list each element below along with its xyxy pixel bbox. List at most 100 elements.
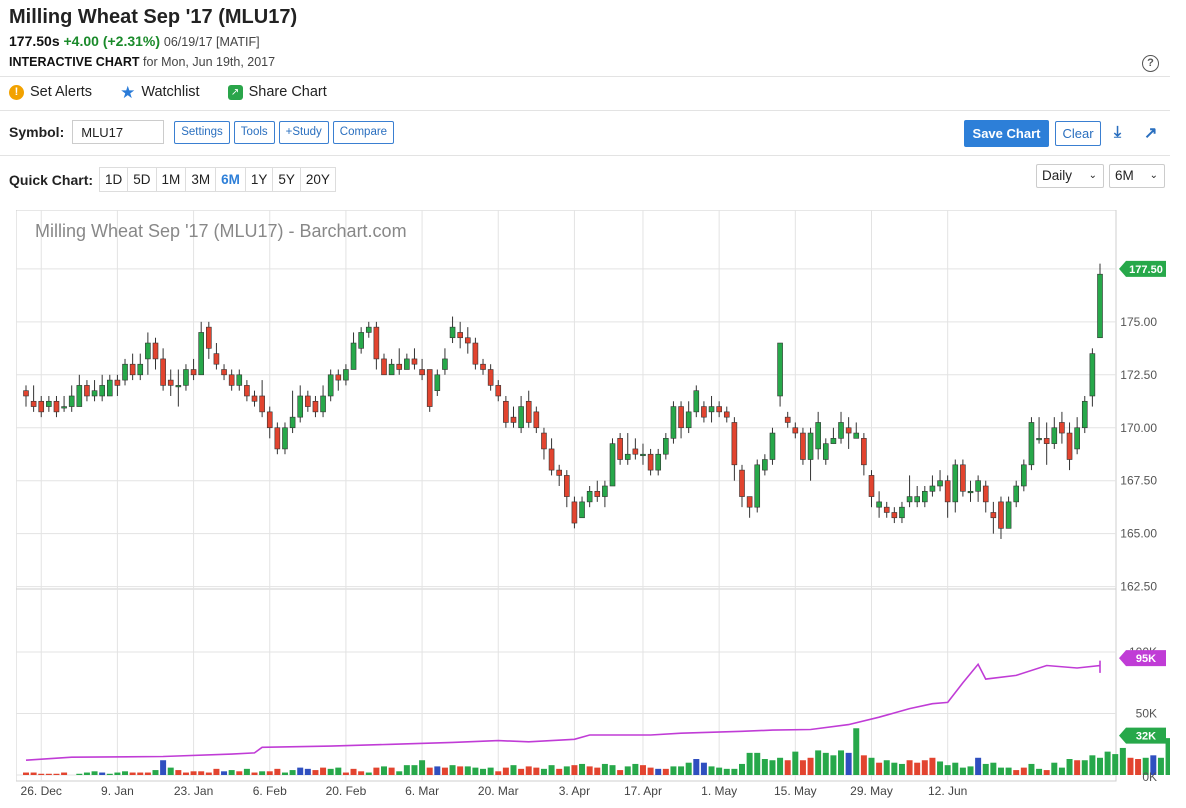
candle-up <box>343 369 349 381</box>
share-icon: ↗ <box>227 84 243 100</box>
volume-bar <box>1089 755 1096 775</box>
watchlist-button[interactable]: ★ Watchlist <box>120 84 200 101</box>
tools-button[interactable]: Tools <box>233 120 275 144</box>
volume-bar <box>1119 747 1126 775</box>
last-price: 177.50s <box>9 33 60 49</box>
chart-area[interactable]: 175.00172.50170.00167.50165.00162.50100K… <box>15 209 1186 806</box>
volume-bar <box>716 767 723 775</box>
candle-up <box>853 432 860 439</box>
volume-bar <box>952 762 959 775</box>
candle-down <box>731 422 738 466</box>
volume-bar <box>914 762 921 775</box>
range-button-5y[interactable]: 5Y <box>273 168 301 191</box>
time-tick-label: 23. Jan <box>174 784 213 798</box>
candle-down <box>533 411 540 429</box>
period-select[interactable]: Daily ⌄ <box>1036 164 1104 188</box>
candle-up <box>91 390 98 397</box>
candle-down <box>167 379 174 386</box>
volume-bar <box>929 757 936 775</box>
candle-down <box>868 475 875 497</box>
range-button-20y[interactable]: 20Y <box>305 172 330 187</box>
volume-bar <box>1112 754 1119 775</box>
volume-bar <box>647 767 654 775</box>
candle-down <box>739 469 745 497</box>
range-select[interactable]: 6M ⌄ <box>1109 164 1165 188</box>
volume-bar <box>1066 759 1073 775</box>
volume-bar <box>236 771 243 775</box>
volume-bar <box>601 763 608 775</box>
symbol-input[interactable] <box>72 120 165 144</box>
candle-up <box>922 490 928 503</box>
volume-bar <box>274 768 281 775</box>
volume-bar <box>175 770 182 775</box>
price-chart[interactable]: 175.00172.50170.00167.50165.00162.50100K… <box>15 209 1186 806</box>
time-tick-label: 29. May <box>850 784 893 798</box>
candle-down <box>228 374 235 386</box>
candle-down <box>647 453 654 471</box>
candle-up <box>350 342 357 370</box>
volume-bar <box>312 770 319 775</box>
volume-bar <box>723 768 730 775</box>
range-button-3m[interactable]: 3M <box>186 168 217 191</box>
price-tick-label: 165.00 <box>1120 527 1157 541</box>
candle-down <box>525 400 532 423</box>
save-chart-button[interactable]: Save Chart <box>964 120 1049 147</box>
candle-down <box>746 496 753 508</box>
volume-bar <box>1028 763 1035 775</box>
period-value: Daily <box>1042 168 1073 183</box>
volume-bar <box>807 757 814 775</box>
candle-up <box>99 385 105 397</box>
candle-up <box>106 379 113 397</box>
volume-bar <box>1165 738 1172 775</box>
volume-bar <box>556 768 563 775</box>
volume-bar <box>799 760 806 775</box>
volume-bar <box>693 759 700 775</box>
candle-up <box>320 395 326 413</box>
candle-up <box>830 438 837 444</box>
candle-down <box>861 438 867 466</box>
range-button-6m[interactable]: 6M <box>216 168 246 191</box>
candle-down <box>990 512 997 519</box>
download-icon[interactable]: ⤓ <box>1114 124 1122 141</box>
candle-up <box>183 369 189 386</box>
candle-down <box>266 411 273 429</box>
expand-icon[interactable]: ↗ <box>1144 125 1158 142</box>
range-button-1y[interactable]: 1Y <box>246 168 274 191</box>
candle-down <box>244 385 250 397</box>
volume-bar <box>30 772 37 775</box>
volume-bar <box>419 760 426 775</box>
range-button-1m[interactable]: 1M <box>157 168 187 191</box>
candle-up <box>685 411 692 429</box>
open-interest-flag: 95K <box>1119 650 1166 667</box>
candle-up <box>807 432 814 460</box>
candle-down <box>396 363 403 370</box>
range-button-1d[interactable]: 1D <box>100 168 129 191</box>
volume-bar <box>1058 767 1065 775</box>
volume-bar <box>876 762 883 775</box>
volume-bar <box>838 750 845 775</box>
time-tick-label: 15. May <box>774 784 817 798</box>
volume-bar <box>1104 751 1111 775</box>
price-tick-label: 162.50 <box>1120 580 1157 594</box>
clear-button[interactable]: Clear <box>1055 121 1101 146</box>
volume-bar <box>510 765 517 775</box>
range-button-5d[interactable]: 5D <box>128 168 157 191</box>
volume-bar <box>518 768 525 775</box>
volume-bar <box>1043 770 1050 775</box>
share-chart-button[interactable]: ↗ Share Chart <box>227 84 327 100</box>
volume-bar <box>822 752 829 775</box>
volume-bar <box>982 763 989 775</box>
set-alerts-button[interactable]: ! Set Alerts <box>9 84 92 100</box>
help-icon[interactable]: ? <box>1142 55 1159 72</box>
candle-up <box>586 490 593 503</box>
compare-button[interactable]: Compare <box>332 120 395 144</box>
candle-down <box>1059 422 1065 434</box>
add-study-button[interactable]: +Study <box>278 120 329 144</box>
set-alerts-label: Set Alerts <box>30 84 93 100</box>
volume-bar <box>792 751 799 775</box>
settings-button[interactable]: Settings <box>174 120 230 144</box>
candle-down <box>503 400 509 423</box>
volume-bar <box>746 752 753 775</box>
volume-bar <box>502 767 509 775</box>
candle-down <box>800 432 806 460</box>
